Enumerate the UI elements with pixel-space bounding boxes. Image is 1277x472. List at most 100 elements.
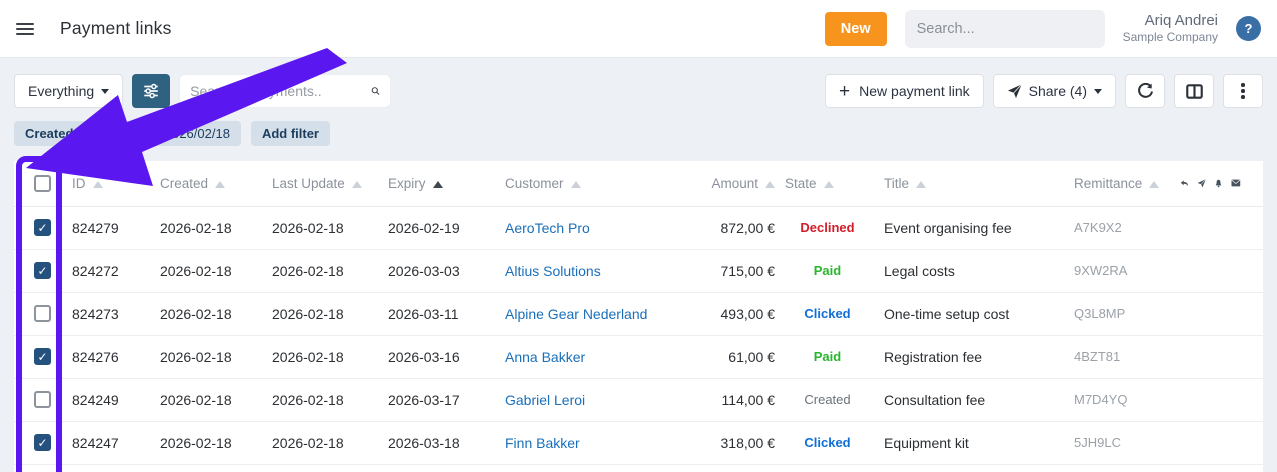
status-badge: Paid [785,249,870,293]
send-icon [1007,83,1022,98]
row-checkbox[interactable]: ✓ [34,348,51,366]
sort-icon [432,180,443,188]
bell-icon[interactable] [1214,176,1223,191]
hamburger-menu-icon[interactable] [16,22,34,35]
customer-link[interactable]: Altius Solutions [505,262,601,279]
cell-remittance: 9XW2RA [1060,249,1180,293]
column-header-expiry[interactable]: Expiry [388,161,505,207]
chevron-down-icon [1094,88,1102,94]
cell-last-update: 2026-02-18 [272,421,388,465]
cell-id: 824247 [72,421,160,465]
table-row: ✓ 824272 2026-02-18 2026-02-18 2026-03-03 Alt… [14,249,1263,293]
sort-icon [215,180,226,188]
row-checkbox[interactable] [34,391,51,409]
global-search[interactable] [904,9,1105,48]
filter-button[interactable] [132,74,171,108]
send-icon[interactable] [1197,176,1207,191]
customer-link[interactable]: Alpine Gear Nederland [505,305,648,322]
status-badge: Declined [785,206,870,250]
columns-button[interactable] [1174,74,1214,108]
cell-created: 2026-02-18 [160,292,272,336]
column-header-last-update[interactable]: Last Update [272,161,388,207]
cell-expiry: 2026-03-17 [388,378,505,422]
cell-title: Consultation fee [870,378,1060,422]
share-dropdown[interactable]: Share (4) [992,74,1116,108]
cell-amount: 318,00 € [705,421,785,465]
customer-link[interactable]: AeroTech Pro [505,219,590,236]
column-header-title[interactable]: Title [870,161,1060,207]
customer-link[interactable]: Finn Bakker [505,434,580,451]
table-row: ✓ 824247 2026-02-18 2026-02-18 2026-03-18 Fin… [14,421,1263,465]
filter-sliders-icon [144,83,158,99]
column-header-amount[interactable]: Amount [705,161,785,207]
cell-title: Event organising fee [870,206,1060,250]
cell-title: Legal costs [870,249,1060,293]
status-badge: Clicked [785,292,870,336]
cell-title: Equipment kit [870,421,1060,465]
toolbar: Everything + New payment link Share (4) [14,74,1263,108]
new-payment-link-button[interactable]: + New payment link [825,74,984,108]
cell-amount: 872,00 € [705,206,785,250]
table-row: ✓ 824276 2026-02-18 2026-02-18 2026-03-16 Ann… [14,335,1263,379]
help-button[interactable]: ? [1236,16,1261,41]
cell-amount: 61,00 € [705,335,785,379]
envelope-icon[interactable] [1231,176,1241,190]
sort-icon [92,180,103,188]
refresh-icon [1137,82,1153,98]
scope-dropdown[interactable]: Everything [14,74,124,108]
user-name: Ariq Andrei [1144,11,1218,29]
column-header-id[interactable]: ID [72,161,160,207]
status-badge: Created [785,378,870,422]
cell-expiry: 2026-03-18 [388,421,505,465]
column-header-state[interactable]: State [785,161,870,207]
row-checkbox[interactable]: ✓ [34,262,51,280]
columns-icon [1185,83,1203,99]
cell-amount: 493,00 € [705,292,785,336]
add-filter-button[interactable]: Add filter [250,121,330,146]
cell-created: 2026-02-18 [160,421,272,465]
cell-created: 2026-02-18 [160,378,272,422]
global-search-input[interactable] [916,20,1104,37]
reply-icon[interactable] [1180,176,1189,191]
cell-last-update: 2026-02-18 [272,292,388,336]
cell-created: 2026-02-18 [160,249,272,293]
column-header-created[interactable]: Created [160,161,272,207]
cell-amount: 715,00 € [705,249,785,293]
more-options-button[interactable] [1223,74,1263,108]
select-all-checkbox[interactable] [34,174,51,192]
user-menu[interactable]: Ariq Andrei Sample Company [1123,12,1218,46]
refresh-button[interactable] [1125,74,1165,108]
sort-icon [351,180,362,188]
filter-chip-created[interactable]: Created = 2026/02/18 - 2026/02/18 [14,121,241,146]
column-header-remittance[interactable]: Remittance [1060,161,1180,207]
customer-link[interactable]: Gabriel Leroi [505,391,586,408]
sort-icon [916,180,927,188]
cell-remittance: 5JH9LC [1060,421,1180,465]
cell-expiry: 2026-03-03 [388,249,505,293]
status-badge: Paid [785,335,870,379]
row-checkbox[interactable]: ✓ [34,219,51,237]
sort-icon [765,180,775,188]
cell-remittance: 4BZT81 [1060,335,1180,379]
filter-chip-value: = 2026/02/18 - 2026/02/18 [77,126,230,141]
sort-icon [570,180,581,188]
row-checkbox[interactable] [34,305,51,323]
cell-created: 2026-02-18 [160,335,272,379]
row-checkbox[interactable]: ✓ [34,434,51,452]
new-button[interactable]: New [824,11,887,46]
table-search[interactable] [179,74,392,108]
company-name: Sample Company [1122,30,1218,45]
cell-id: 824276 [72,335,160,379]
kebab-menu-icon [1241,83,1245,99]
search-icon[interactable] [371,83,380,99]
share-label: Share (4) [1028,83,1087,99]
table-search-input[interactable] [190,83,372,99]
customer-link[interactable]: Anna Bakker [505,348,586,365]
page-title: Payment links [60,18,172,38]
column-header-customer[interactable]: Customer [505,161,705,207]
cell-title: One-time setup cost [870,292,1060,336]
cell-remittance: Q3L8MP [1060,292,1180,336]
filter-chip-label: Created [25,126,74,141]
new-payment-link-label: New payment link [859,83,970,99]
cell-last-update: 2026-02-18 [272,378,388,422]
